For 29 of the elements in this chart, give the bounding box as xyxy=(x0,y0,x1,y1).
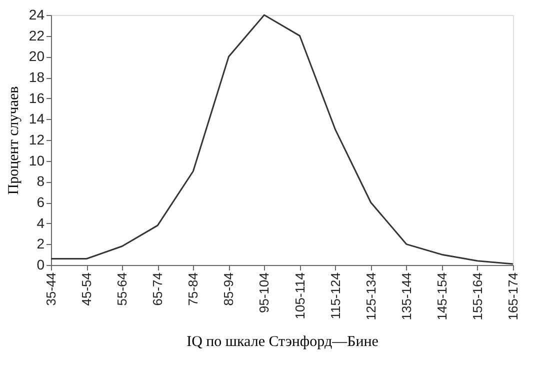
y-tick-label: 4 xyxy=(36,214,45,231)
x-tick-label: 55-64 xyxy=(114,272,130,306)
y-tick-label: 6 xyxy=(36,194,45,210)
x-tick-label: 125-134 xyxy=(363,272,378,320)
y-tick-label: 22 xyxy=(28,27,45,44)
y-tick-label: 2 xyxy=(36,236,45,252)
x-tick-label: 75-84 xyxy=(186,272,201,306)
y-tick-label: 12 xyxy=(28,132,45,148)
x-tick-label: 95-104 xyxy=(256,272,272,313)
x-tick-label: 155-164 xyxy=(470,272,485,320)
x-tick-label: 115-124 xyxy=(328,272,343,320)
y-tick-label: 8 xyxy=(36,173,45,190)
x-tick-label: 135-144 xyxy=(398,272,414,320)
y-tick-label: 16 xyxy=(28,90,45,106)
x-tick-label: 145-154 xyxy=(434,272,450,320)
y-tick-label: 24 xyxy=(28,6,45,22)
x-tick-label: 45-54 xyxy=(79,272,94,306)
y-tick-label: 10 xyxy=(28,152,45,168)
y-tick-label: 0 xyxy=(36,256,45,272)
y-axis-title: Процент случаев xyxy=(6,86,22,195)
y-tick-label: 14 xyxy=(28,110,45,127)
y-tick-label: 18 xyxy=(28,69,45,85)
x-tick-label: 65-74 xyxy=(150,272,166,306)
x-tick-label: 105-114 xyxy=(292,272,308,320)
x-axis-title: IQ по шкале Стэнфорд—Бине xyxy=(186,334,379,350)
x-tick-label: 165-174 xyxy=(506,272,520,320)
x-tick-label: 35-44 xyxy=(44,272,58,306)
y-tick-label: 20 xyxy=(28,48,45,64)
x-tick-label: 85-94 xyxy=(221,272,236,306)
